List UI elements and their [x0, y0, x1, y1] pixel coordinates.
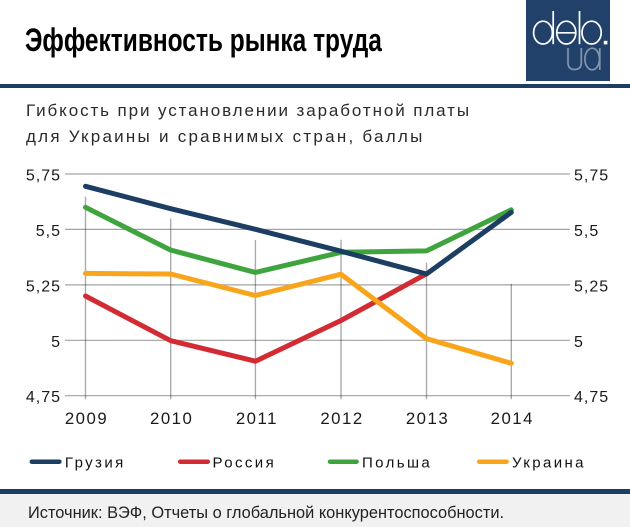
- svg-text:5: 5: [51, 334, 61, 351]
- svg-text:2011: 2011: [236, 409, 278, 428]
- svg-text:5: 5: [574, 334, 584, 351]
- svg-text:2009: 2009: [65, 409, 108, 428]
- svg-text:Россия: Россия: [213, 454, 277, 471]
- svg-text:4,75: 4,75: [574, 389, 609, 406]
- svg-text:2012: 2012: [320, 409, 363, 428]
- svg-text:Грузия: Грузия: [65, 454, 126, 471]
- svg-text:5,5: 5,5: [36, 223, 61, 240]
- svg-text:2014: 2014: [491, 409, 534, 428]
- svg-text:5,75: 5,75: [26, 168, 61, 185]
- svg-text:5,75: 5,75: [574, 168, 609, 185]
- svg-text:Украина: Украина: [512, 454, 586, 471]
- svg-text:Польша: Польша: [362, 454, 432, 471]
- svg-text:2013: 2013: [406, 409, 449, 428]
- svg-text:5,25: 5,25: [574, 278, 609, 295]
- svg-text:2010: 2010: [150, 409, 193, 428]
- svg-text:5,25: 5,25: [26, 278, 61, 295]
- svg-text:5,5: 5,5: [574, 223, 599, 240]
- svg-text:4,75: 4,75: [26, 389, 61, 406]
